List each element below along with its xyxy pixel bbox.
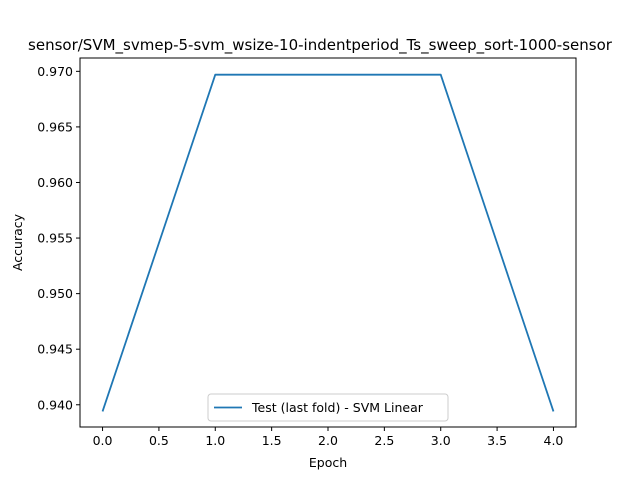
y-axis: 0.940 0.945 0.950 0.955 0.960 0.965 0.970 (37, 64, 80, 412)
y-axis-label: Accuracy (10, 213, 25, 271)
y-tick-label: 0.940 (37, 397, 73, 412)
y-tick-label: 0.945 (37, 342, 73, 357)
y-tick-label: 0.970 (37, 64, 73, 79)
x-tick-label: 1.5 (262, 433, 282, 448)
x-tick-label: 0.5 (149, 433, 169, 448)
x-tick-label: 0.0 (93, 433, 113, 448)
y-tick-label: 0.965 (37, 119, 73, 134)
y-tick-label: 0.960 (37, 175, 73, 190)
chart-title: sensor/SVM_svmep-5-svm_wsize-10-indentpe… (28, 36, 613, 55)
legend-box (207, 393, 449, 422)
x-axis: 0.0 0.5 1.0 1.5 2.0 2.5 3.0 3.5 4.0 (93, 427, 564, 448)
legend-label: Test (last fold) - SVM Linear (251, 400, 424, 415)
series-layer (101, 73, 555, 412)
x-tick-label: 1.0 (205, 433, 225, 448)
x-tick-label: 2.5 (374, 433, 394, 448)
x-tick-label: 4.0 (544, 433, 564, 448)
x-tick-label: 2.0 (318, 433, 338, 448)
x-tick-label: 3.5 (487, 433, 507, 448)
x-tick-label: 3.0 (431, 433, 451, 448)
y-tick-label: 0.955 (37, 231, 73, 246)
plot-area (79, 57, 577, 428)
y-tick-label: 0.950 (37, 286, 73, 301)
legend: Test (last fold) - SVM Linear (207, 393, 449, 422)
x-axis-label: Epoch (309, 455, 347, 470)
